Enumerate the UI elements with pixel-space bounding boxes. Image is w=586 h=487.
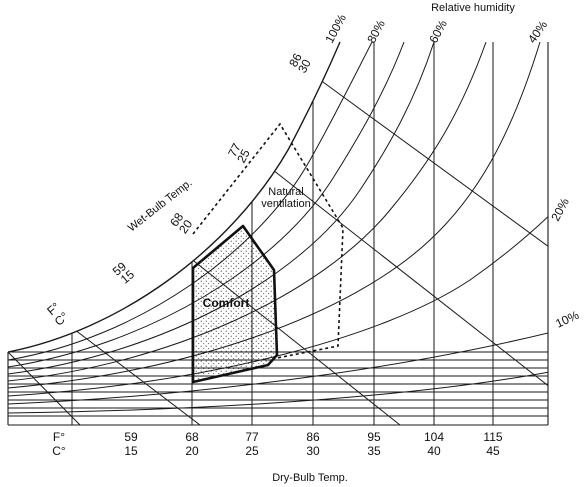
comfort-zone	[191, 224, 279, 384]
dry-bulb-tick-c: 20	[185, 444, 199, 458]
wet-bulb-line-77	[249, 151, 548, 396]
wet-bulb-tick-f: 77	[225, 141, 244, 160]
dry-bulb-unit-c: C°	[52, 444, 66, 458]
dry-bulb-tick-c: 15	[124, 444, 138, 458]
dry-bulb-tick-f: 95	[367, 430, 381, 444]
rh-label-40: 40%	[525, 18, 550, 46]
saturation-curve	[7, 41, 341, 353]
rh-label-20: 20%	[548, 195, 572, 223]
chart-grid	[8, 42, 548, 425]
rh-curve-40	[8, 42, 541, 389]
rh-curve-20	[8, 329, 548, 405]
dry-bulb-tick-c: 30	[306, 444, 320, 458]
dry-bulb-tick-f: 77	[245, 430, 259, 444]
rh-curve-60	[8, 42, 435, 375]
dry-bulb-tick-f: 104	[424, 430, 444, 444]
rh-label-60: 60%	[426, 17, 450, 45]
dry-bulb-tick-f: 59	[124, 430, 138, 444]
rh-curve-30	[8, 204, 548, 397]
dry-bulb-tick-f: 86	[306, 430, 320, 444]
rh-curve-80	[8, 42, 373, 361]
rh-curve-70	[8, 42, 405, 368]
dry-bulb-tick-c: 25	[245, 444, 259, 458]
rh-label-80: 80%	[364, 17, 388, 45]
rh-label-10: 10%	[553, 308, 581, 331]
wet-bulb-tick-c: 25	[234, 147, 253, 166]
dry-bulb-tick-c: 35	[367, 444, 381, 458]
relative-humidity-title: Relative humidity	[431, 2, 515, 14]
dry-bulb-tick-f: 115	[483, 430, 502, 444]
dry-bulb-unit-f: F°	[53, 430, 65, 444]
wet-bulb-line-86	[311, 73, 548, 256]
dry-bulb-tick-f: 68	[185, 430, 199, 444]
dry-bulb-tick-c: 45	[486, 444, 500, 458]
rh-curve-10	[8, 369, 548, 414]
dry-bulb-tick-c: 40	[427, 444, 441, 458]
wet-bulb-tick-c: 30	[295, 57, 314, 76]
wet-bulb-line-59	[61, 319, 201, 425]
wet-bulb-tick-f: 86	[286, 51, 305, 70]
dry-bulb-axis-title: Dry-Bulb Temp.	[272, 472, 348, 484]
comfort-label: Comfort	[203, 296, 250, 310]
natural-ventilation-label-line1: Natural	[268, 186, 303, 198]
natural-ventilation-label-line2: ventilation	[261, 198, 311, 210]
wet-bulb-line-extra	[8, 351, 81, 425]
rh-label-100: 100%	[322, 11, 349, 45]
